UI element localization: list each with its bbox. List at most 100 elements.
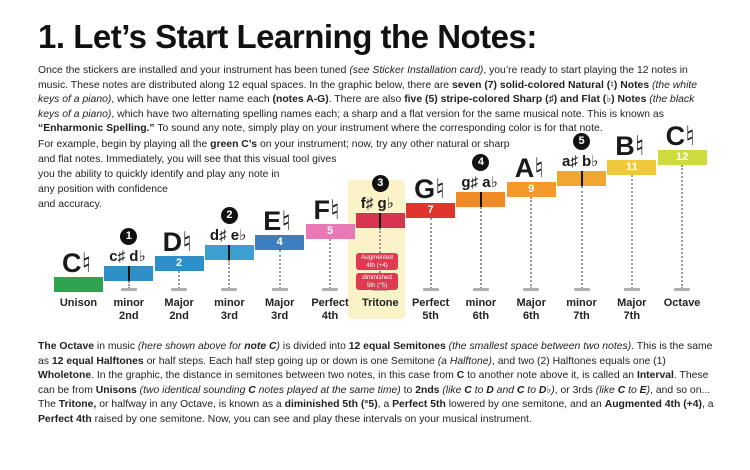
interval-label-line: Perfect [411, 297, 450, 309]
semitone-bar: 3 [204, 245, 254, 261]
stripe-note-number-badge: 5 [573, 133, 590, 150]
octave-text: Perfect 4th [38, 413, 92, 425]
intro-text: (notes A-G) [272, 94, 329, 106]
semitone-bar [54, 277, 103, 292]
octave-text: or half steps. Each half step going up o… [143, 355, 438, 367]
note-post-foot [322, 288, 338, 291]
note-label: A♮ [514, 152, 544, 183]
example-line: any position with confidence [38, 184, 168, 195]
note-post-foot [523, 288, 540, 291]
interval-label-line: Major [164, 297, 194, 309]
interval-label-line: Perfect [311, 297, 349, 309]
semitone-number: 9 [528, 182, 535, 195]
interval-label: minor 3rd [203, 297, 255, 323]
augmented-tag-line: 4th (+4) [366, 261, 388, 269]
interval-label: minor 7th [556, 297, 608, 323]
intro-text: “Enharmonic Spelling.” [38, 123, 155, 135]
intro-text: To sound any note, simply play on your i… [154, 123, 603, 135]
stripe-divider [580, 171, 583, 186]
octave-paragraph: The Octave in music (here shown above fo… [38, 340, 718, 428]
interval-label-line: Tritone [361, 297, 399, 309]
octave-text: raised by one semitone. Now, you can see… [91, 413, 532, 425]
semitone-bar: 1 [104, 266, 154, 282]
example-text: green C’s [210, 139, 258, 150]
octave-text: ) [551, 384, 555, 396]
octave-text: 12 equal Halftones [51, 355, 144, 367]
octave-text: (a Halftone) [437, 355, 492, 367]
note-label: C♮ [665, 120, 695, 151]
stripe-note-number-badge: 3 [371, 175, 389, 193]
note-post-foot [674, 288, 691, 291]
intro-text: (the white keys of a piano) [38, 79, 698, 106]
interval-label: Major 6th [505, 297, 557, 323]
note-label: B♮ [615, 131, 645, 162]
interval-label-line: 7th [573, 310, 590, 322]
interval-label: Unison [53, 297, 105, 310]
interval-label-line: minor [465, 297, 497, 309]
note-post [329, 239, 331, 289]
octave-text: D♭ [538, 384, 552, 396]
interval-label-line: 6th [522, 310, 540, 322]
semitone-bar: 9 [506, 181, 556, 197]
semitone-bar: 5 [305, 224, 355, 239]
intro-text: , which have one letter name each [111, 94, 273, 106]
interval-label-line: 5th [422, 310, 439, 322]
octave-text: (the smallest space between two notes) [448, 341, 632, 352]
note-label: F♮ [313, 195, 340, 225]
example-text: For example, begin by playing all the [38, 139, 211, 150]
semitone-number: 12 [675, 150, 689, 163]
interval-label-line: 4th [321, 310, 339, 322]
octave-text: is divided into [280, 341, 349, 352]
semitone-number: 2 [176, 256, 183, 269]
interval-label-line: 2nd [119, 310, 139, 322]
semitone-bar: 8 [456, 192, 506, 208]
stripe-divider [127, 266, 130, 282]
octave-text: C [516, 384, 525, 396]
note-label: c♯ d♭ [109, 248, 146, 266]
octave-text: Perfect 5th [392, 399, 446, 411]
intro-text: seven (7) solid-colored Natural (♮) Note… [451, 79, 650, 91]
note-post [630, 175, 633, 289]
stripe-divider [379, 213, 382, 229]
octave-text: (like [442, 384, 465, 396]
note-post-foot [623, 288, 640, 291]
interval-label-line: 2nd [169, 310, 189, 322]
octave-text: note C [244, 341, 277, 352]
note-post-foot [422, 288, 439, 291]
octave-text: (here shown above for [137, 341, 245, 352]
octave-text: D [486, 384, 494, 396]
note-post-foot [472, 288, 489, 291]
octave-text: , or 3rds [554, 384, 596, 396]
interval-label-line: Unison [59, 297, 98, 309]
note-label: a♯ b♭ [562, 153, 599, 170]
semitone-number: 4 [276, 235, 283, 248]
note-label: E♮ [263, 205, 291, 236]
note-post-foot [120, 288, 137, 291]
octave-text: Tritone, [58, 399, 97, 411]
octave-text: C [617, 384, 626, 396]
octave-text: Unisons [95, 384, 137, 396]
intro-text: , you’re ready to start playing the 12 n… [38, 65, 688, 91]
octave-text: , a [377, 399, 393, 411]
stripe-note-number-badge: 2 [220, 207, 238, 225]
intro-text: , which have two alternating spelling na… [111, 108, 664, 120]
tritone-highlight [348, 180, 405, 319]
stripe-divider [228, 245, 231, 261]
intro-text: (see Sticker Installation card) [349, 65, 484, 76]
octave-text: 12 equal Semitones [348, 341, 446, 352]
interval-label-line: Major [516, 297, 546, 309]
octave-text: . These can be from [38, 370, 709, 396]
example-line: and flat notes. Immediately, you will se… [38, 154, 337, 165]
interval-label-line: Major [265, 297, 295, 309]
interval-label-line: 7th [623, 310, 641, 322]
interval-label-line: minor [566, 297, 597, 309]
stripe-note-number-badge: 4 [472, 154, 490, 172]
example-line: and accuracy. [38, 199, 102, 210]
octave-text: ) [276, 341, 280, 352]
interval-label: Perfect 4th [304, 297, 356, 323]
intro-text: . There are also [328, 94, 405, 106]
semitone-bar: 7 [406, 202, 456, 218]
note-label: C♮ [62, 248, 92, 278]
note-label: G♮ [414, 173, 445, 204]
